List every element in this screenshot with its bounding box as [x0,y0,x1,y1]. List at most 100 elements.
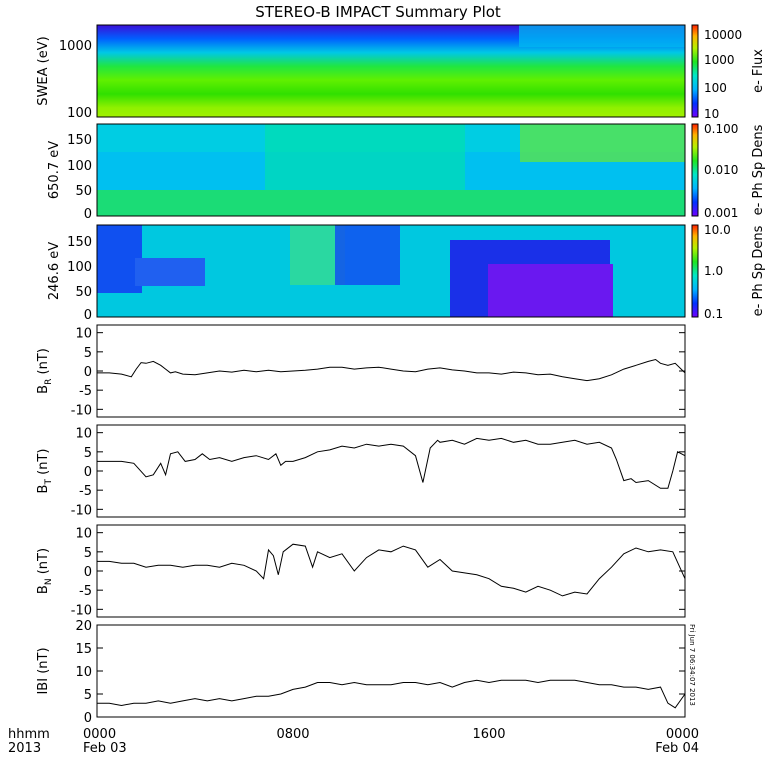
pad246-ylabel: 246.6 eV [47,242,62,300]
bt-series-line [97,437,686,489]
br-ytick-label: 5 [84,346,92,361]
pad650-ytick-100: 100 [67,159,92,174]
bt-frame [96,424,686,518]
pad650-frame [96,123,686,217]
x-tick-date: Feb 03 [83,741,127,756]
bmag-ylabel-main: IBI [36,678,51,695]
bn-ylabel-main: B [36,585,51,594]
x-tick-time: 0000 [83,727,116,742]
swea-cb-tick-10: 10 [704,107,719,121]
x-tick-date: Feb 04 [655,741,699,756]
pad246-frame [96,224,686,318]
plot-title: STEREO-B IMPACT Summary Plot [255,3,501,21]
br-frame [96,324,686,418]
swea-cb-tick-100: 100 [704,81,727,95]
pad650-ytick-50: 50 [75,184,92,199]
bn-ylabel: BN (nT) [36,548,54,594]
swea-cb-tick-10000: 10000 [704,28,742,42]
bt-panel: 10 5 0 -5 -10 BT (nT) [36,424,686,518]
bt-ytick-label: 0 [84,465,92,480]
pad246-purple-right [488,264,613,317]
bn-ytick-label: -5 [79,584,92,599]
swea-ylabel: SWEA (eV) [36,36,51,105]
pad246-cb-tick-10: 10.0 [704,223,731,237]
bmag-ytick-label: 0 [84,711,92,726]
bmag-ytick-label: 10 [75,665,92,680]
pad650-panel: 650.7 eV 150 100 50 0 0.100 0.010 0.001 … [47,122,766,222]
pad650-cb-tick-0001: 0.001 [704,206,738,220]
bn-ytick-label: 5 [84,546,92,561]
timestamp-label: Fri Jun 7 06:34:07 2013 [688,624,696,706]
bmag-ytick-label: 15 [75,642,92,657]
bmag-panel: 20 15 10 5 0 IBI (nT) [36,619,686,726]
pad246-ytick-100: 100 [67,260,92,275]
pad246-cb-tick-1: 1.0 [704,264,723,278]
pad650-right-block [520,124,685,162]
bn-series-line [97,543,686,597]
x-row2-label: 2013 [8,741,41,756]
br-series-line [97,358,686,382]
pad650-cb-tick-0010: 0.010 [704,163,738,177]
br-ytick-label: -5 [79,384,92,399]
bn-frame [96,524,686,618]
bmag-ytick-label: 20 [75,619,92,634]
bt-ylabel-sub: T [44,479,54,486]
bn-ytick-label: -10 [71,603,92,618]
br-ylabel-main: B [36,385,51,394]
x-tick-time: 1600 [472,727,505,742]
x-tick-time: 0000 [666,727,699,742]
pad246-ytick-50: 50 [75,285,92,300]
bt-ylabel-unit: (nT) [36,449,51,479]
pad650-band-lower [97,190,685,216]
bmag-ylabel-unit: (nT) [36,647,51,677]
bn-ytick-label: 0 [84,565,92,580]
pad650-ytick-150: 150 [67,133,92,148]
pad246-panel: 246.6 eV 150 100 50 0 10.0 1.0 0.1 e- Ph… [47,223,766,323]
bt-ytick-label: -5 [79,484,92,499]
swea-ytick-100: 100 [67,106,92,121]
bmag-series-line [97,679,686,709]
pad246-colorbar [691,224,699,318]
bn-ylabel-sub: N [44,578,54,585]
pad650-colorbar [691,123,699,217]
pad650-cb-tick-0100: 0.100 [704,122,738,136]
br-ytick-label: -10 [71,403,92,418]
br-ylabel: BR (nT) [36,348,54,394]
bt-ytick-label: 5 [84,446,92,461]
pad246-cb-label: e- Ph Sp Dens [751,225,766,316]
br-ytick-label: 0 [84,365,92,380]
bmag-frame [96,624,686,718]
swea-cb-label: e- Flux [751,49,766,93]
pad650-green-block [265,124,465,190]
pad650-ytick-0: 0 [84,207,92,222]
pad246-blue-mid [335,225,400,285]
swea-colorbar [691,24,699,118]
swea-frame [96,24,686,118]
swea-panel: SWEA (eV) 1000 100 10000 1000 100 10 e- … [36,24,766,121]
swea-hires-region [519,25,685,47]
bt-ylabel-main: B [36,485,51,494]
bn-panel: 10 5 0 -5 -10 BN (nT) [36,524,686,618]
pad650-cb-label: e- Ph Sp Dens [751,124,766,215]
swea-cb-tick-1000: 1000 [704,53,735,67]
pad246-blue-left [97,225,142,293]
x-tick-time: 0800 [276,727,309,742]
pad246-ytick-0: 0 [84,308,92,323]
br-ylabel-sub: R [44,379,54,385]
br-panel: 10 5 0 -5 -10 BR (nT) [36,324,686,418]
bmag-ylabel: IBI (nT) [36,647,51,694]
bn-ytick-label: 10 [75,527,92,542]
br-ytick-label: 10 [75,327,92,342]
br-ylabel-unit: (nT) [36,348,51,378]
bt-ytick-label: 10 [75,427,92,442]
bt-ylabel: BT (nT) [36,449,54,494]
pad650-ylabel: 650.7 eV [47,141,62,199]
bt-ytick-label: -10 [71,503,92,518]
bmag-ytick-label: 5 [84,688,92,703]
swea-ytick-1000: 1000 [59,39,92,54]
pad246-blue-patch [135,258,205,286]
